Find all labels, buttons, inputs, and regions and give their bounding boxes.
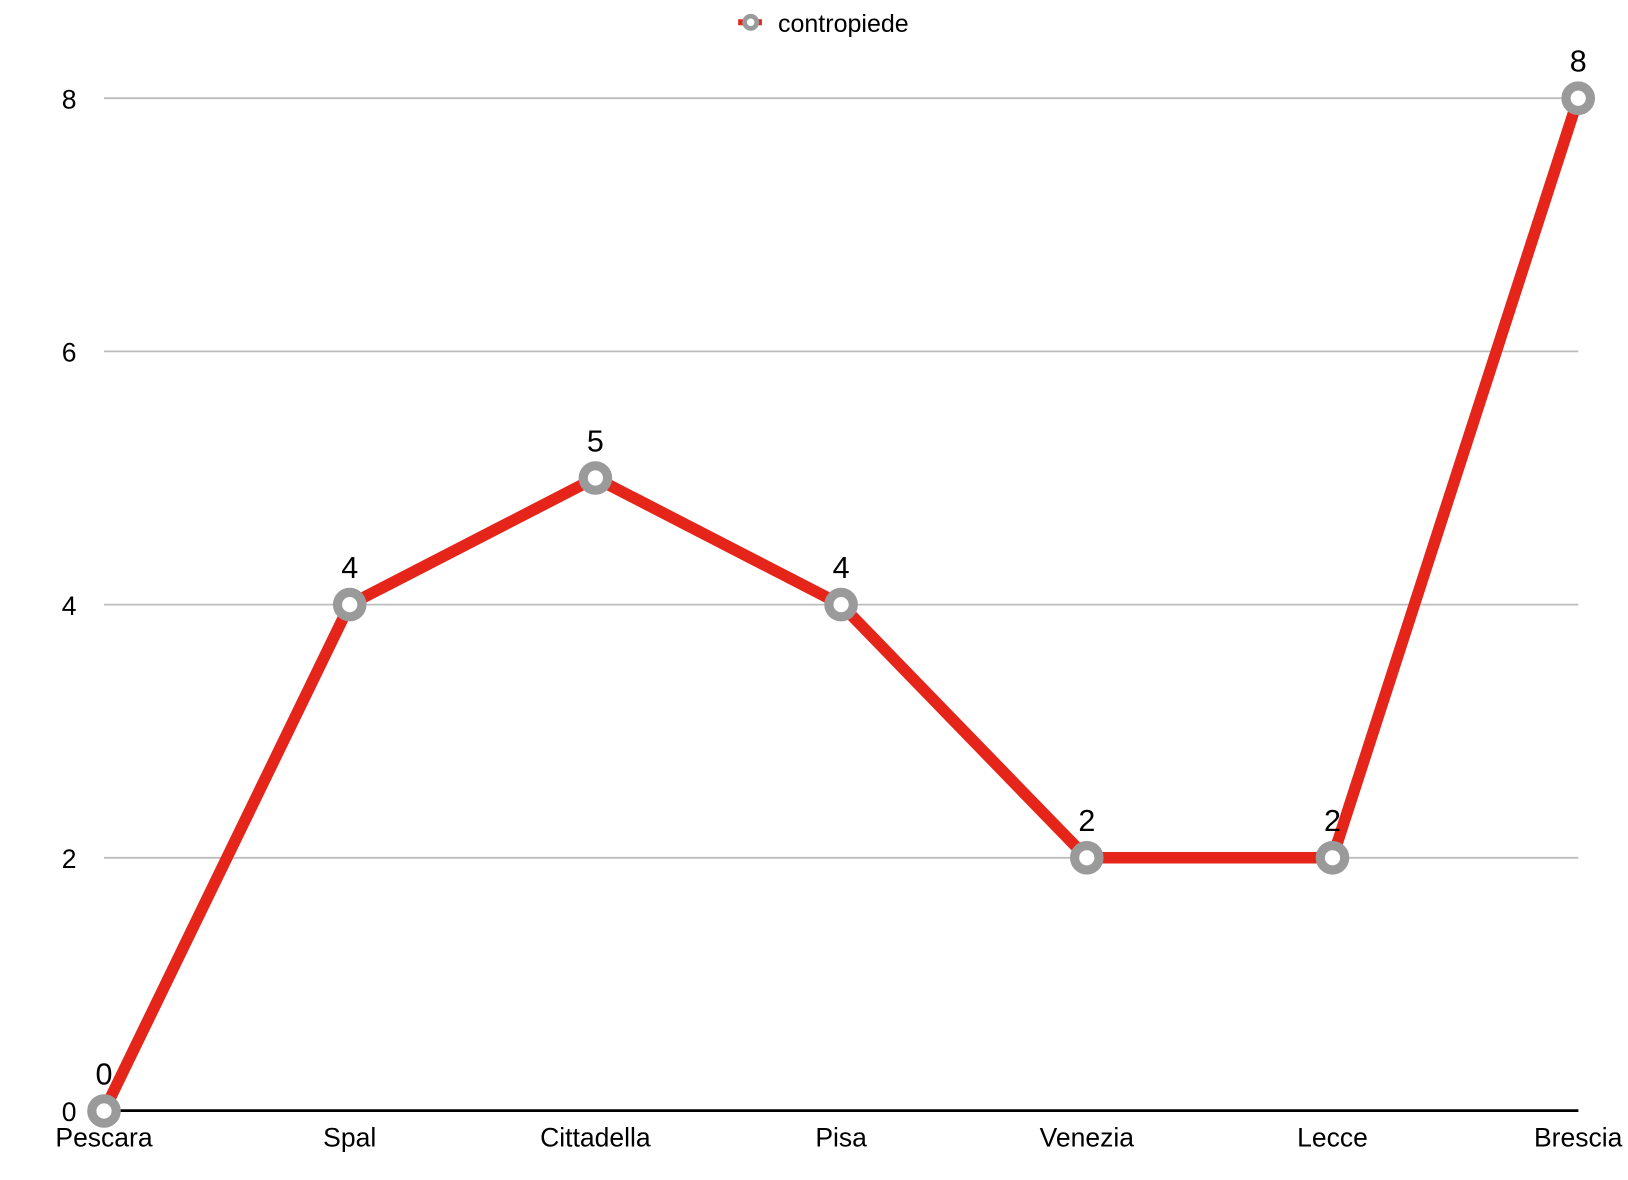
svg-text:2: 2 <box>1078 804 1095 838</box>
svg-text:Lecce: Lecce <box>1297 1123 1368 1153</box>
svg-text:0: 0 <box>96 1057 113 1091</box>
svg-text:contropiede: contropiede <box>778 10 909 38</box>
svg-text:5: 5 <box>587 424 604 458</box>
svg-text:6: 6 <box>62 338 77 368</box>
svg-text:4: 4 <box>833 551 850 585</box>
svg-text:Venezia: Venezia <box>1040 1123 1135 1153</box>
svg-text:8: 8 <box>1570 45 1587 79</box>
svg-text:Spal: Spal <box>323 1123 376 1153</box>
svg-text:4: 4 <box>341 551 358 585</box>
svg-text:0: 0 <box>62 1097 77 1127</box>
svg-text:2: 2 <box>1324 804 1341 838</box>
svg-text:Pescara: Pescara <box>55 1123 152 1153</box>
svg-text:2: 2 <box>62 844 77 874</box>
svg-text:Pisa: Pisa <box>815 1123 867 1153</box>
svg-text:Brescia: Brescia <box>1534 1123 1623 1153</box>
svg-text:8: 8 <box>62 84 77 114</box>
svg-text:Cittadella: Cittadella <box>540 1123 651 1153</box>
svg-text:4: 4 <box>62 591 77 621</box>
